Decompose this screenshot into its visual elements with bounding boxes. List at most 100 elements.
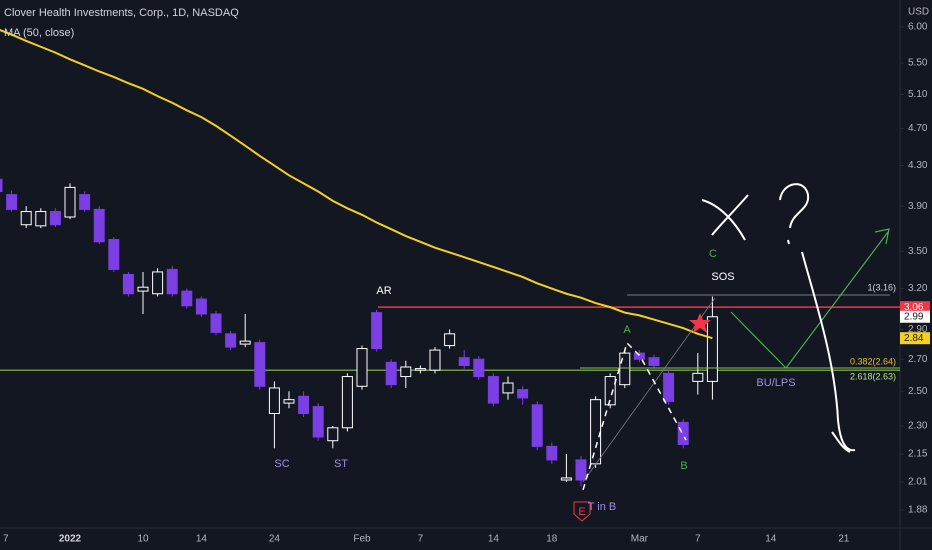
- candle-body: [166, 268, 178, 295]
- candle-body: [487, 376, 499, 404]
- price-tag-label: 3.06: [904, 302, 924, 313]
- annotation: A: [623, 324, 631, 336]
- trend-line: [582, 297, 716, 483]
- y-tick-label: 1.88: [908, 505, 928, 516]
- candle-body: [546, 445, 558, 461]
- x-tick-label: 14: [765, 534, 777, 545]
- x-tick-label: 7: [3, 534, 9, 545]
- x-tick-label: 2022: [59, 534, 82, 545]
- candle-body: [283, 399, 295, 404]
- y-tick-label: 3.90: [908, 201, 928, 212]
- y-tick-label: 3.20: [908, 283, 928, 294]
- y-tick-label: 2.90: [908, 324, 928, 335]
- annotation: T in B: [588, 501, 617, 513]
- y-tick-label: 5.50: [908, 58, 928, 69]
- candle-body: [677, 421, 689, 445]
- candle-body: [64, 186, 76, 218]
- candle-body: [49, 211, 61, 226]
- annotation: C: [709, 248, 717, 260]
- candle-body: [400, 366, 412, 378]
- candle-body: [648, 357, 660, 366]
- candle-body: [692, 372, 704, 382]
- candle-body: [560, 477, 572, 481]
- candle-body: [225, 333, 237, 348]
- freehand-arrow: [801, 251, 856, 453]
- y-tick-label: 3.50: [908, 246, 928, 257]
- x-tick-label: Mar: [631, 534, 649, 545]
- y-tick-label: 2.70: [908, 354, 928, 365]
- annotation: SOS: [711, 271, 734, 283]
- candle-body: [633, 352, 645, 360]
- chart-title: Clover Health Investments, Corp., 1D, NA…: [4, 7, 239, 19]
- price-tag: [900, 332, 930, 345]
- candle-body: [663, 372, 675, 402]
- candle-body: [181, 290, 193, 307]
- candle-body: [706, 316, 718, 382]
- y-tick-label: 2.50: [908, 386, 928, 397]
- currency-label: USD: [908, 7, 929, 18]
- candle-body: [619, 352, 631, 386]
- plot-area: [0, 29, 900, 487]
- star: [689, 313, 711, 333]
- candle-body: [531, 404, 543, 447]
- annotation: AR: [376, 285, 391, 297]
- candle-body: [575, 459, 587, 481]
- x-tick-label: 24: [269, 534, 281, 545]
- candle-body: [137, 286, 149, 292]
- x-tick-label: 10: [137, 534, 149, 545]
- candle-body: [590, 399, 602, 465]
- ma-line: [0, 29, 713, 340]
- price-tag: [900, 310, 930, 323]
- candle-body: [20, 211, 32, 226]
- y-tick-label: 2.30: [908, 421, 928, 432]
- y-tick-label: 2.01: [908, 477, 928, 488]
- candle-body: [6, 194, 18, 210]
- candle-body: [517, 389, 529, 399]
- freehand-x: [701, 194, 749, 241]
- price-tag-label: 2.84: [904, 333, 924, 344]
- price-tag-label: 2.99: [904, 311, 924, 322]
- candle-body: [239, 340, 251, 345]
- annotation: BU/LPS: [756, 377, 795, 389]
- x-tick-label: 18: [546, 534, 558, 545]
- y-tick-label: 5.10: [908, 89, 928, 100]
- x-tick-label: Feb: [353, 534, 371, 545]
- x-tick-label: 14: [196, 534, 208, 545]
- candle-body: [604, 376, 616, 406]
- candle-body: [108, 238, 120, 270]
- candle-body: [122, 273, 134, 295]
- candle-body: [268, 387, 280, 414]
- candle-body: [473, 358, 485, 378]
- annotation: ST: [334, 458, 348, 470]
- event-marker: [573, 501, 591, 522]
- candle-body: [385, 361, 397, 386]
- x-tick-label: 7: [695, 534, 701, 545]
- candle-body: [341, 376, 353, 429]
- annotation: 2.618(2.63): [850, 371, 896, 381]
- y-tick-label: 4.30: [908, 160, 928, 171]
- candle-body: [444, 333, 456, 347]
- candle-body: [327, 427, 339, 442]
- projection-arrow: [730, 231, 889, 369]
- annotation: 0.382(2.64): [850, 356, 896, 366]
- candle-body: [414, 368, 426, 371]
- drawings: [573, 183, 900, 522]
- candle-body: [195, 298, 207, 315]
- candle-body: [79, 194, 91, 210]
- candle-body: [458, 357, 470, 366]
- candle-body: [502, 382, 514, 394]
- annotation: B: [680, 460, 687, 472]
- candle-body: [371, 312, 383, 350]
- indicator-label: MA (50, close): [4, 27, 74, 39]
- y-tick-label: 2.15: [908, 449, 928, 460]
- y-tick-label: 4.70: [908, 123, 928, 134]
- candle-body: [0, 178, 3, 192]
- annotation: E: [578, 506, 585, 518]
- x-tick-label: 7: [418, 534, 424, 545]
- freehand-question: [779, 183, 810, 245]
- candle-body: [254, 342, 266, 387]
- candle-body: [429, 349, 441, 371]
- candle-body: [312, 406, 324, 438]
